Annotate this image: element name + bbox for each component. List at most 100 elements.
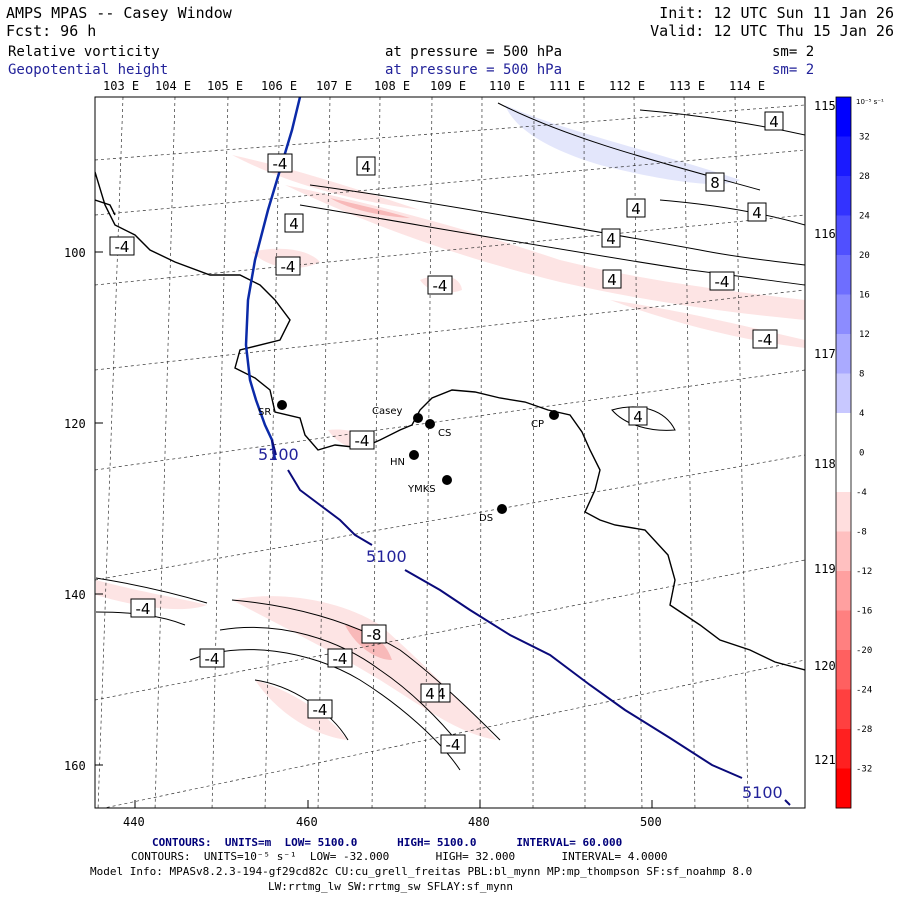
vorticity-label-box bbox=[349, 430, 375, 450]
height-label: 5100 bbox=[366, 547, 407, 566]
vorticity-label-box bbox=[275, 256, 301, 276]
colorbar-cell bbox=[836, 413, 851, 453]
field2-level: at pressure = 500 hPa bbox=[385, 62, 563, 78]
coastline bbox=[95, 171, 805, 671]
negative-vorticity-area bbox=[285, 185, 805, 320]
colorbar-cell bbox=[836, 97, 851, 137]
vorticity-label: 4 bbox=[436, 685, 446, 703]
station-CS bbox=[425, 419, 435, 429]
vorticity-label-box bbox=[284, 213, 304, 233]
x-tick-label: 460 bbox=[296, 815, 318, 829]
y-tick-label: 160 bbox=[64, 759, 86, 773]
vorticity-label: 4 bbox=[633, 408, 643, 426]
field1-level: at pressure = 500 hPa bbox=[385, 44, 563, 60]
vorticity-label-box bbox=[602, 269, 622, 289]
vorticity-label-box bbox=[601, 228, 621, 248]
colorbar-tick-label: 0 bbox=[859, 449, 864, 459]
map-frame bbox=[94, 96, 806, 809]
vorticity-label: 4 bbox=[769, 113, 779, 131]
vorticity-label: -4 bbox=[715, 273, 730, 291]
vorticity-label: 4 bbox=[606, 230, 616, 248]
colorbar-cell bbox=[836, 531, 851, 572]
station-SR bbox=[277, 400, 287, 410]
init-time: Init: 12 UTC Sun 11 Jan 26 bbox=[659, 4, 894, 22]
lon-label-top: 110 E bbox=[489, 79, 525, 93]
graticule bbox=[95, 97, 805, 808]
vorticity-label-box bbox=[440, 734, 466, 754]
negative-vorticity-area bbox=[330, 198, 410, 218]
colorbar-tick-label: -24 bbox=[856, 686, 872, 696]
axis-ticks bbox=[95, 251, 653, 808]
colorbar-cell bbox=[836, 215, 851, 256]
vorticity-contours bbox=[95, 102, 805, 771]
vorticity-label: -4 bbox=[136, 600, 151, 618]
station-label-CP: CP bbox=[531, 419, 544, 430]
field2-smooth: sm= 2 bbox=[772, 62, 815, 78]
station-HN bbox=[409, 450, 419, 460]
colorbar-tick-label: -12 bbox=[856, 567, 872, 577]
colorbar-cell bbox=[836, 492, 851, 532]
vorticity-label-box bbox=[267, 153, 293, 173]
colorbar-tick-label: -8 bbox=[856, 528, 867, 538]
x-tick-label: 440 bbox=[123, 815, 145, 829]
y-tick-label: 100 bbox=[64, 246, 86, 260]
station-markers bbox=[277, 400, 559, 514]
vorticity-label: 4 bbox=[607, 271, 617, 289]
vorticity-label-box bbox=[628, 406, 648, 426]
field2-name: Geopotential height bbox=[8, 62, 169, 78]
vorticity-label-box bbox=[705, 172, 725, 192]
vorticity-label: 4 bbox=[425, 685, 435, 703]
vorticity-label-box bbox=[130, 598, 156, 618]
y-tick-label: 140 bbox=[64, 588, 86, 602]
lon-label-top: 108 E bbox=[374, 79, 410, 93]
lon-label-top: 112 E bbox=[609, 79, 645, 93]
valid-time: Valid: 12 UTC Thu 15 Jan 26 bbox=[650, 22, 894, 40]
vorticity-label: -4 bbox=[446, 736, 461, 754]
height-label: 5100 bbox=[258, 445, 299, 464]
vorticity-contour-info: CONTOURS: UNITS=10⁻⁵ s⁻¹ LOW= -32.000 HI… bbox=[131, 850, 668, 863]
vorticity-label: 4 bbox=[631, 200, 641, 218]
positive-vorticity-area bbox=[505, 105, 740, 185]
vorticity-label: -8 bbox=[367, 626, 382, 644]
field1-name: Relative vorticity bbox=[8, 44, 160, 60]
colorbar-tick-label: 32 bbox=[859, 133, 870, 143]
lon-label-top: 109 E bbox=[430, 79, 466, 93]
field1-smooth: sm= 2 bbox=[772, 44, 815, 60]
vorticity-label: -4 bbox=[205, 650, 220, 668]
lon-label-top: 103 E bbox=[103, 79, 139, 93]
colorbar-cell bbox=[836, 334, 851, 374]
height-contour-info: CONTOURS: UNITS=m LOW= 5100.0 HIGH= 5100… bbox=[152, 836, 623, 849]
vorticity-label-box bbox=[747, 202, 767, 222]
vorticity-label: -4 bbox=[281, 258, 296, 276]
colorbar-tick-label: 4 bbox=[859, 409, 864, 419]
y-tick-label: 120 bbox=[64, 417, 86, 431]
colorbar-frame bbox=[835, 96, 852, 809]
colorbar-tick-label: 8 bbox=[859, 370, 864, 380]
colorbar-tick-label: -28 bbox=[856, 725, 872, 735]
vorticity-label-box bbox=[752, 329, 778, 349]
vorticity-label-box bbox=[427, 275, 453, 295]
colorbar-unit: 10⁻⁵ s⁻¹ bbox=[856, 98, 884, 106]
colorbar-tick-label: -4 bbox=[856, 488, 867, 498]
colorbar-tick-label: 24 bbox=[859, 212, 870, 222]
lon-label-top: 113 E bbox=[669, 79, 705, 93]
colorbar-cell bbox=[836, 729, 851, 769]
station-DS bbox=[497, 504, 507, 514]
colorbar-tick-label: 28 bbox=[859, 172, 870, 182]
vorticity-label-box bbox=[361, 624, 387, 644]
vorticity-label-box bbox=[327, 648, 353, 668]
vorticity-label-box bbox=[199, 648, 225, 668]
colorbar-tick-label: -16 bbox=[856, 607, 872, 617]
station-label-Casey: Casey bbox=[372, 406, 402, 417]
colorbar-cell bbox=[836, 689, 851, 730]
negative-vorticity-area bbox=[255, 680, 347, 740]
negative-vorticity-area bbox=[232, 596, 497, 740]
station-label-SR: SR bbox=[258, 407, 271, 418]
colorbar bbox=[835, 96, 852, 809]
station-label-DS: DS bbox=[479, 513, 493, 524]
forecast-hour: Fcst: 96 h bbox=[6, 22, 97, 40]
lon-label-top: 105 E bbox=[207, 79, 243, 93]
vorticity-label: -4 bbox=[355, 432, 370, 450]
vorticity-label-box bbox=[307, 699, 333, 719]
